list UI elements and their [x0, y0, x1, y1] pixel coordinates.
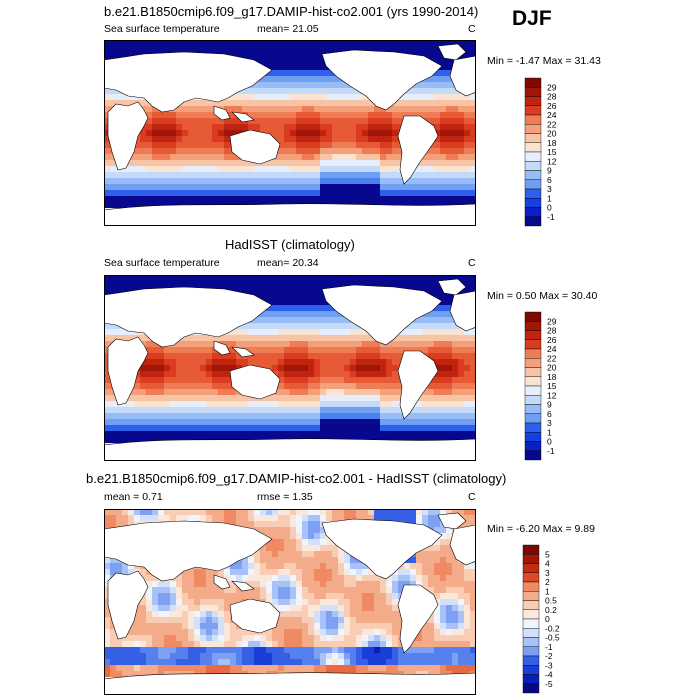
svg-text:12: 12 — [547, 390, 557, 400]
panel-3-difference-map — [104, 509, 476, 695]
svg-text:24: 24 — [547, 344, 557, 354]
panel-2-sst-map — [104, 275, 476, 461]
svg-text:22: 22 — [547, 119, 557, 129]
svg-text:0: 0 — [547, 437, 552, 447]
panel-2-minmax-label: Min = 0.50 Max = 30.40 — [487, 290, 598, 302]
panel-1-title: b.e21.B1850cmip6.f09_g17.DAMIP-hist-co2.… — [104, 4, 479, 19]
season-label: DJF — [512, 7, 552, 30]
svg-text:18: 18 — [547, 138, 557, 148]
svg-text:18: 18 — [547, 372, 557, 382]
svg-text:-1: -1 — [547, 212, 555, 222]
svg-text:12: 12 — [547, 156, 557, 166]
svg-text:15: 15 — [547, 381, 557, 391]
svg-text:9: 9 — [547, 400, 552, 410]
panel-2-unit-label: C — [468, 257, 476, 269]
panel-2-mean-label: mean= 20.34 — [257, 257, 319, 269]
svg-text:20: 20 — [547, 129, 557, 139]
svg-text:20: 20 — [547, 363, 557, 373]
svg-text:1: 1 — [547, 193, 552, 203]
svg-text:29: 29 — [547, 316, 557, 326]
svg-text:28: 28 — [547, 92, 557, 102]
panel-1-mean-label: mean= 21.05 — [257, 23, 319, 35]
svg-text:26: 26 — [547, 335, 557, 345]
panel-1-variable-label: Sea surface temperature — [104, 23, 220, 35]
svg-text:24: 24 — [547, 110, 557, 120]
svg-text:3: 3 — [547, 184, 552, 194]
svg-text:0: 0 — [547, 203, 552, 213]
panel-1-sst-map — [104, 40, 476, 226]
svg-text:22: 22 — [547, 353, 557, 363]
panel-3-rmse-label: rmse = 1.35 — [257, 491, 313, 503]
panel-1-minmax-label: Min = -1.47 Max = 31.43 — [487, 55, 601, 67]
svg-text:1: 1 — [547, 427, 552, 437]
svg-text:9: 9 — [547, 166, 552, 176]
panel-3-title: b.e21.B1850cmip6.f09_g17.DAMIP-hist-co2.… — [86, 471, 507, 486]
svg-text:3: 3 — [547, 418, 552, 428]
panel-2-title: HadISST (climatology) — [225, 237, 355, 252]
svg-text:-1: -1 — [547, 446, 555, 456]
panel-3-minmax-label: Min = -6.20 Max = 9.89 — [487, 523, 595, 535]
svg-text:15: 15 — [547, 147, 557, 157]
svg-text:6: 6 — [547, 175, 552, 185]
svg-text:29: 29 — [547, 82, 557, 92]
panel-2-variable-label: Sea surface temperature — [104, 257, 220, 269]
panel-3-unit-label: C — [468, 491, 476, 503]
svg-text:6: 6 — [547, 409, 552, 419]
panel-3-mean-label: mean = 0.71 — [104, 491, 163, 503]
svg-text:28: 28 — [547, 326, 557, 336]
panel-1-unit-label: C — [468, 23, 476, 35]
svg-text:26: 26 — [547, 101, 557, 111]
